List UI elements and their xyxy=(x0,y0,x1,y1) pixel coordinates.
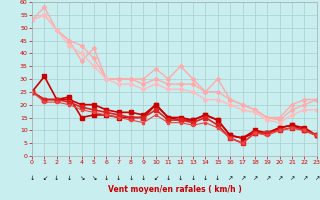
X-axis label: Vent moyen/en rafales ( km/h ): Vent moyen/en rafales ( km/h ) xyxy=(108,185,241,194)
